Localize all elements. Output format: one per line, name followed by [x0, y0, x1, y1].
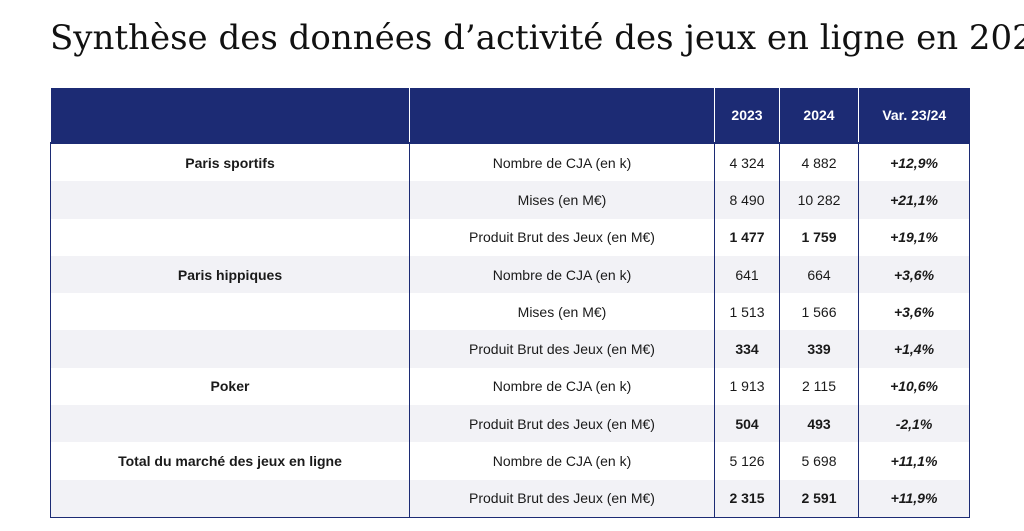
metric-cell: Produit Brut des Jeux (en M€) — [409, 330, 715, 368]
category-cell — [50, 330, 410, 368]
header-2023: 2023 — [714, 88, 780, 143]
metric-cell: Nombre de CJA (en k) — [409, 255, 715, 294]
metric-cell: Mises (en M€) — [409, 293, 715, 331]
value-2024-cell: 10 282 — [779, 181, 859, 219]
variation-cell: +3,6% — [858, 293, 970, 331]
value-2024-cell: 339 — [779, 330, 859, 368]
page-title: Synthèse des données d’activité des jeux… — [50, 18, 1024, 58]
header-category — [50, 88, 410, 143]
value-2024-cell: 2 115 — [779, 367, 859, 406]
metric-cell: Mises (en M€) — [409, 181, 715, 219]
metric-cell: Produit Brut des Jeux (en M€) — [409, 479, 715, 518]
value-2023-cell: 1 913 — [714, 367, 780, 406]
table-row: Mises (en M€) 8 490 10 282 +21,1% — [50, 181, 970, 219]
metric-cell: Nombre de CJA (en k) — [409, 442, 715, 480]
variation-cell: -2,1% — [858, 405, 970, 443]
value-2023-cell: 1 477 — [714, 218, 780, 256]
variation-cell: +21,1% — [858, 181, 970, 219]
value-2024-cell: 4 882 — [779, 143, 859, 182]
metric-cell: Nombre de CJA (en k) — [409, 367, 715, 406]
table-body: Paris sportifs Nombre de CJA (en k) 4 324 4… — [50, 143, 970, 518]
value-2023-cell: 334 — [714, 330, 780, 368]
category-cell: Paris sportifs — [50, 143, 410, 182]
variation-cell: +12,9% — [858, 143, 970, 182]
value-2023-cell: 641 — [714, 255, 780, 294]
value-2024-cell: 1 566 — [779, 293, 859, 331]
table-header-row: 2023 2024 Var. 23/24 — [50, 88, 970, 143]
table-row: Mises (en M€) 1 513 1 566 +3,6% — [50, 293, 970, 331]
category-cell: Poker — [50, 367, 410, 406]
variation-cell: +1,4% — [858, 330, 970, 368]
metric-cell: Produit Brut des Jeux (en M€) — [409, 218, 715, 256]
category-cell — [50, 181, 410, 219]
value-2024-cell: 1 759 — [779, 218, 859, 256]
metric-cell: Produit Brut des Jeux (en M€) — [409, 405, 715, 443]
value-2023-cell: 8 490 — [714, 181, 780, 219]
table-row: Poker Nombre de CJA (en k) 1 913 2 115 +10,6… — [50, 367, 970, 406]
category-cell — [50, 293, 410, 331]
category-cell — [50, 218, 410, 256]
table-row: Paris hippiques Nombre de CJA (en k) 641 66… — [50, 255, 970, 294]
value-2024-cell: 664 — [779, 255, 859, 294]
table-row: Paris sportifs Nombre de CJA (en k) 4 324 4… — [50, 143, 970, 182]
table-row: Produit Brut des Jeux (en M€) 334 339 +1,4% — [50, 330, 970, 368]
variation-cell: +19,1% — [858, 218, 970, 256]
value-2023-cell: 2 315 — [714, 479, 780, 518]
variation-cell: +3,6% — [858, 255, 970, 294]
activity-table: 2023 2024 Var. 23/24 Paris sportifs Nombr… — [50, 88, 970, 518]
category-cell: Paris hippiques — [50, 255, 410, 294]
value-2023-cell: 5 126 — [714, 442, 780, 480]
header-metric — [409, 88, 715, 143]
value-2024-cell: 493 — [779, 405, 859, 443]
table-row: Produit Brut des Jeux (en M€) 504 493 -2,1% — [50, 405, 970, 443]
value-2023-cell: 504 — [714, 405, 780, 443]
header-2024: 2024 — [779, 88, 859, 143]
value-2023-cell: 4 324 — [714, 143, 780, 182]
value-2023-cell: 1 513 — [714, 293, 780, 331]
value-2024-cell: 2 591 — [779, 479, 859, 518]
variation-cell: +11,1% — [858, 442, 970, 480]
variation-cell: +10,6% — [858, 367, 970, 406]
category-cell — [50, 479, 410, 518]
variation-cell: +11,9% — [858, 479, 970, 518]
category-cell: Total du marché des jeux en ligne — [50, 442, 410, 480]
category-cell — [50, 405, 410, 443]
table-row: Produit Brut des Jeux (en M€) 2 315 2 591 +… — [50, 479, 970, 518]
header-variation: Var. 23/24 — [858, 88, 970, 143]
table-row: Total du marché des jeux en ligne Nombre … — [50, 442, 970, 480]
table-row: Produit Brut des Jeux (en M€) 1 477 1 759 +… — [50, 218, 970, 256]
value-2024-cell: 5 698 — [779, 442, 859, 480]
metric-cell: Nombre de CJA (en k) — [409, 143, 715, 182]
